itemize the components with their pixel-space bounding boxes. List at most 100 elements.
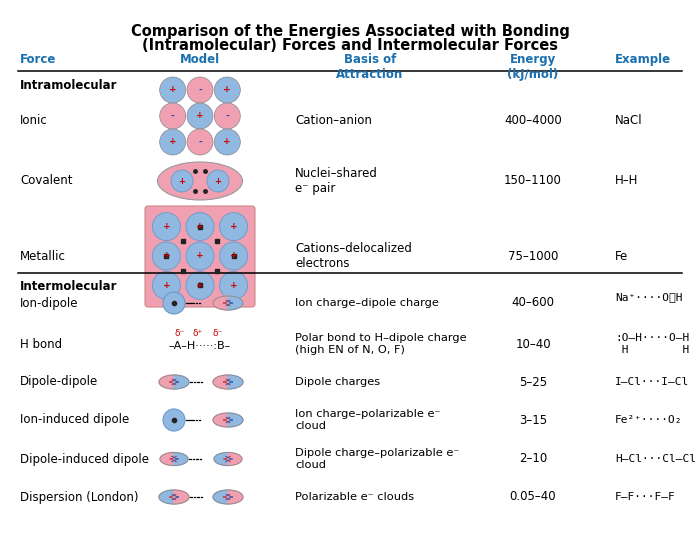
Text: +: +	[162, 252, 170, 261]
Text: H–H: H–H	[615, 175, 638, 188]
Circle shape	[187, 103, 213, 129]
Text: Dipole charge–polarizable e⁻
cloud: Dipole charge–polarizable e⁻ cloud	[295, 448, 459, 470]
Text: Na⁺····O〈H
             H: Na⁺····O〈H H	[615, 292, 700, 314]
Circle shape	[214, 129, 240, 155]
FancyBboxPatch shape	[145, 206, 255, 307]
Circle shape	[163, 292, 185, 314]
Text: +: +	[196, 252, 204, 261]
Text: 10–40: 10–40	[515, 338, 551, 351]
Polygon shape	[228, 375, 243, 389]
Polygon shape	[213, 375, 228, 389]
Text: Cation–anion: Cation–anion	[295, 115, 372, 128]
Text: +: +	[230, 281, 237, 290]
Text: (Intramolecular) Forces and Intermolecular Forces: (Intramolecular) Forces and Intermolecul…	[142, 38, 558, 53]
Text: Metallic: Metallic	[20, 249, 66, 262]
Text: Comparison of the Energies Associated with Bonding: Comparison of the Energies Associated wi…	[131, 24, 569, 39]
Text: Ion charge–dipole charge: Ion charge–dipole charge	[295, 298, 439, 308]
Polygon shape	[160, 452, 174, 465]
Text: +: +	[196, 281, 204, 290]
Text: +: +	[169, 137, 176, 147]
Text: Ion-induced dipole: Ion-induced dipole	[20, 413, 130, 426]
Text: Nuclei–shared
e⁻ pair: Nuclei–shared e⁻ pair	[295, 167, 378, 195]
Text: –A–H·····:B–: –A–H·····:B–	[168, 341, 230, 351]
Text: -: -	[171, 111, 174, 121]
Text: Dispersion (London): Dispersion (London)	[20, 491, 139, 504]
Text: -: -	[198, 137, 202, 147]
Polygon shape	[174, 490, 189, 504]
Text: Basis of
Attraction: Basis of Attraction	[337, 53, 404, 81]
Circle shape	[214, 77, 240, 103]
Text: Dipole charges: Dipole charges	[295, 377, 380, 387]
Text: +: +	[223, 85, 231, 95]
Text: Dipole-induced dipole: Dipole-induced dipole	[20, 452, 149, 465]
Polygon shape	[213, 296, 228, 310]
Polygon shape	[228, 296, 243, 310]
Text: H–Cl···Cl–Cl: H–Cl···Cl–Cl	[615, 454, 696, 464]
Text: 75–1000: 75–1000	[508, 249, 558, 262]
Text: Ion-dipole: Ion-dipole	[20, 296, 78, 309]
Circle shape	[220, 272, 248, 299]
Circle shape	[171, 170, 193, 192]
Circle shape	[153, 213, 181, 241]
Text: Ion charge–polarizable e⁻
cloud: Ion charge–polarizable e⁻ cloud	[295, 409, 440, 431]
Text: Example: Example	[615, 53, 671, 66]
Polygon shape	[213, 413, 228, 427]
Text: +: +	[178, 176, 186, 186]
Circle shape	[187, 77, 213, 103]
Text: I–Cl···I–Cl: I–Cl···I–Cl	[615, 377, 690, 387]
Text: NaCl: NaCl	[615, 115, 643, 128]
Text: H bond: H bond	[20, 338, 62, 351]
Text: Polar bond to H–dipole charge
(high EN of N, O, F): Polar bond to H–dipole charge (high EN o…	[295, 333, 467, 355]
Text: Polarizable e⁻ clouds: Polarizable e⁻ clouds	[295, 492, 414, 502]
Text: δ⁺: δ⁺	[193, 329, 203, 339]
Circle shape	[186, 272, 214, 299]
Polygon shape	[213, 490, 228, 504]
Polygon shape	[174, 375, 189, 389]
Text: :O–H····O–H
 H        H: :O–H····O–H H H	[615, 333, 690, 355]
Text: +: +	[214, 176, 221, 186]
Circle shape	[153, 242, 181, 270]
Ellipse shape	[158, 162, 242, 200]
Text: 2–10: 2–10	[519, 452, 547, 465]
Circle shape	[214, 103, 240, 129]
Circle shape	[220, 242, 248, 270]
Text: Energy
(kJ/mol): Energy (kJ/mol)	[508, 53, 559, 81]
Circle shape	[163, 409, 185, 431]
Text: Dipole-dipole: Dipole-dipole	[20, 375, 98, 388]
Text: 0.05–40: 0.05–40	[510, 491, 556, 504]
Circle shape	[160, 103, 186, 129]
Text: Covalent: Covalent	[20, 175, 73, 188]
Text: 400–4000: 400–4000	[504, 115, 562, 128]
Text: +: +	[162, 281, 170, 290]
Text: +: +	[169, 85, 176, 95]
Text: Model: Model	[180, 53, 220, 66]
Text: +: +	[196, 111, 204, 121]
Circle shape	[187, 129, 213, 155]
Text: -: -	[225, 111, 229, 121]
Text: Cations–delocalized
electrons: Cations–delocalized electrons	[295, 242, 412, 270]
Circle shape	[186, 213, 214, 241]
Text: 150–1100: 150–1100	[504, 175, 562, 188]
Polygon shape	[228, 413, 243, 427]
Polygon shape	[214, 452, 228, 465]
Polygon shape	[174, 452, 188, 465]
Text: -: -	[198, 85, 202, 95]
Text: 5–25: 5–25	[519, 375, 547, 388]
Circle shape	[207, 170, 229, 192]
Text: Fe: Fe	[615, 249, 629, 262]
Circle shape	[186, 242, 214, 270]
Polygon shape	[228, 490, 243, 504]
Text: δ⁻: δ⁻	[175, 329, 185, 339]
Polygon shape	[228, 452, 242, 465]
Circle shape	[220, 213, 248, 241]
Text: +: +	[196, 222, 204, 231]
Text: F–F···F–F: F–F···F–F	[615, 492, 675, 502]
Text: Force: Force	[20, 53, 57, 66]
Text: +: +	[230, 252, 237, 261]
Polygon shape	[159, 375, 174, 389]
Text: +: +	[223, 137, 231, 147]
Text: +: +	[162, 222, 170, 231]
Text: 3–15: 3–15	[519, 413, 547, 426]
Text: δ⁻: δ⁻	[213, 329, 223, 339]
Circle shape	[153, 272, 181, 299]
